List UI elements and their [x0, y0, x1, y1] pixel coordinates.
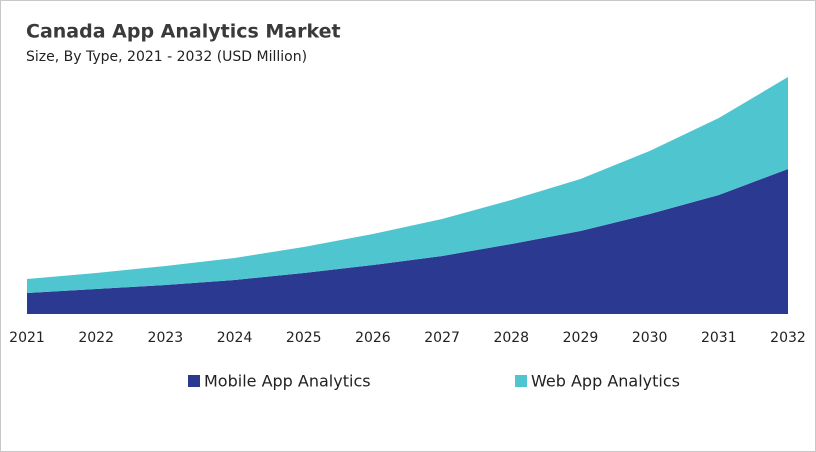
chart-title: Canada App Analytics Market [26, 21, 341, 43]
legend-swatch [515, 375, 527, 387]
x-tick-label: 2027 [424, 330, 460, 346]
x-tick-label: 2021 [9, 330, 45, 346]
x-tick-label: 2025 [286, 330, 322, 346]
x-tick-label: 2026 [355, 330, 391, 346]
x-tick-label: 2024 [217, 330, 253, 346]
x-tick-label: 2022 [78, 330, 114, 346]
x-tick-label: 2028 [493, 330, 529, 346]
legend-label: Mobile App Analytics [204, 372, 371, 391]
x-tick-label: 2032 [770, 330, 806, 346]
area [27, 77, 788, 293]
x-tick-label: 2030 [632, 330, 668, 346]
x-tick-label: 2023 [148, 330, 184, 346]
legend-swatch [188, 375, 200, 387]
x-tick-label: 2029 [563, 330, 599, 346]
legend-label: Web App Analytics [531, 372, 680, 391]
area [27, 169, 788, 314]
x-tick-label: 2031 [701, 330, 737, 346]
chart-subtitle: Size, By Type, 2021 - 2032 (USD Million) [26, 49, 307, 65]
